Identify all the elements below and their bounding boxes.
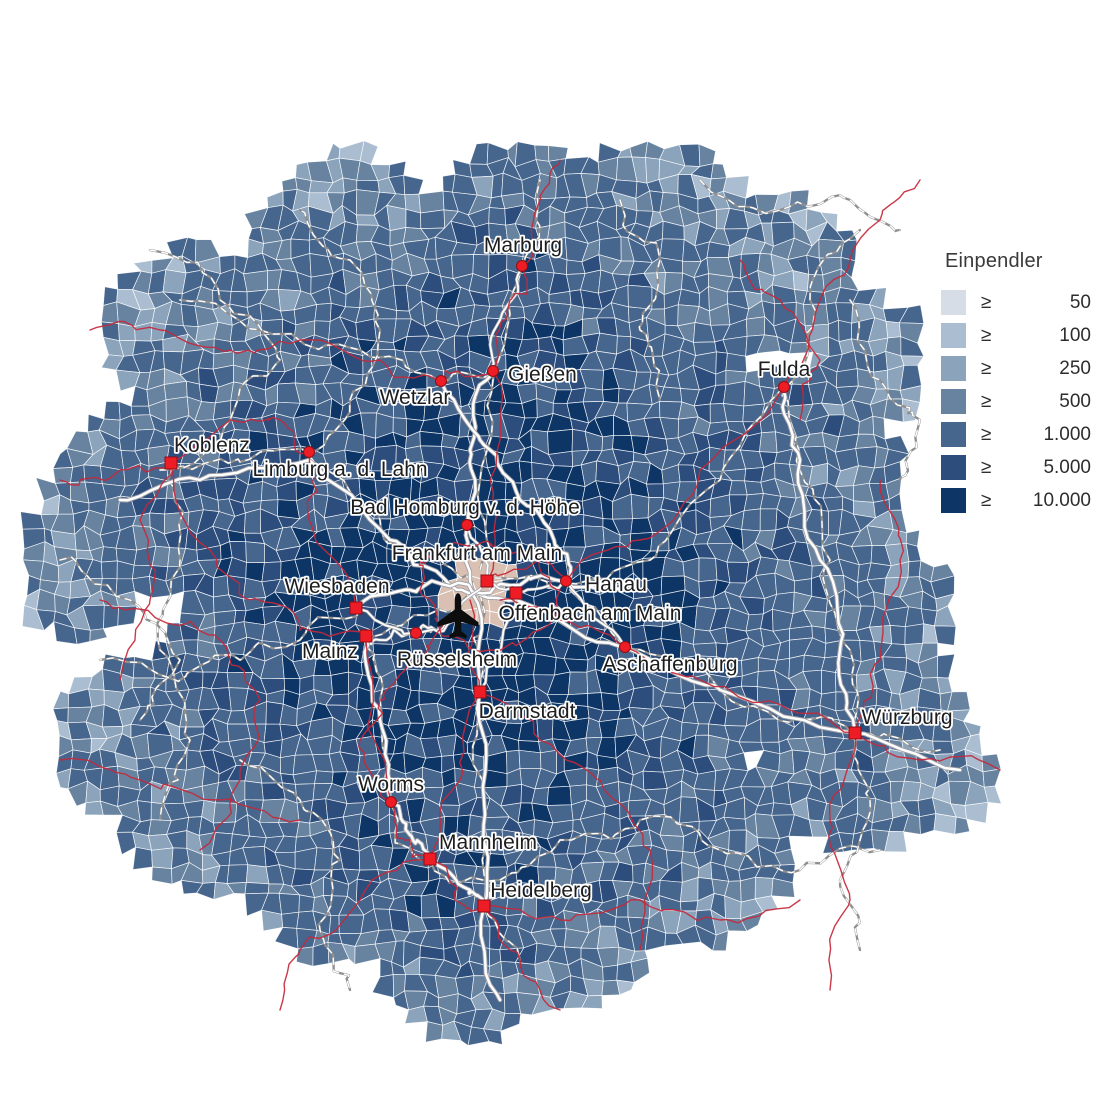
legend-swatch: [941, 488, 966, 513]
gte-symbol: ≥: [981, 390, 992, 412]
city-label: Darmstadt: [479, 700, 576, 723]
airplane-icon: [437, 593, 479, 639]
legend-swatch: [941, 389, 966, 414]
city-marker-circle: [303, 446, 315, 458]
city-label: Worms: [358, 773, 424, 796]
city-label: Rüsselsheim: [397, 648, 517, 671]
city-marker-circle: [778, 381, 790, 393]
legend-row: ≥10.000: [941, 488, 1091, 513]
legend-value: 5.000: [1043, 456, 1091, 478]
city-label: Heidelberg: [490, 879, 592, 902]
city-marker-square: [509, 586, 523, 600]
legend-value: 50: [1069, 291, 1091, 313]
city-marker-square: [848, 726, 862, 740]
city-markers: [164, 260, 862, 913]
city-label: Offenbach am Main: [499, 602, 682, 625]
city-marker-square: [164, 456, 178, 470]
city-marker-square: [423, 852, 437, 866]
municipality-choropleth: [20, 140, 1002, 1047]
legend-row: ≥1.000: [941, 422, 1091, 447]
legend-row: ≥100: [941, 323, 1091, 348]
legend-value: 100: [1059, 324, 1091, 346]
legend-row: ≥5.000: [941, 455, 1091, 480]
legend-title: Einpendler: [945, 250, 1043, 272]
legend-rows: ≥50 ≥100 ≥250 ≥500 ≥1.000 ≥5.000 ≥10.000: [941, 290, 1091, 513]
gte-symbol: ≥: [981, 357, 992, 379]
airplane-icon: [437, 593, 479, 639]
city-marker-circle: [435, 375, 447, 387]
city-label: Bad Homburg v. d. Höhe: [350, 496, 580, 519]
city-label: Fulda: [758, 358, 811, 381]
city-marker-circle: [385, 796, 397, 808]
city-marker-circle: [487, 365, 499, 377]
legend-value: 10.000: [1032, 489, 1091, 511]
city-label: Wetzlar: [380, 386, 451, 409]
city-label: Marburg: [484, 234, 562, 257]
gte-symbol: ≥: [981, 456, 992, 478]
road-lines: [59, 159, 1001, 1011]
legend-value: 500: [1059, 390, 1091, 412]
legend-row: ≥50: [941, 290, 1091, 315]
city-label: Wiesbaden: [284, 575, 389, 598]
city-label: Frankfurt am Main: [392, 542, 562, 565]
city-label: Koblenz: [174, 434, 250, 457]
city-marker-square: [359, 629, 373, 643]
legend-swatch: [941, 422, 966, 447]
gte-symbol: ≥: [981, 324, 992, 346]
city-marker-square: [480, 574, 494, 588]
city-label: Hanau: [585, 573, 647, 596]
legend-value: 250: [1059, 357, 1091, 379]
legend-swatch: [941, 323, 966, 348]
city-marker-square: [477, 899, 491, 913]
legend-row: ≥250: [941, 356, 1091, 381]
legend-row: ≥500: [941, 389, 1091, 414]
city-label: Mannheim: [439, 831, 537, 854]
city-label: Mainz: [302, 640, 358, 663]
legend-swatch: [941, 356, 966, 381]
city-label: Limburg a. d. Lahn: [252, 458, 427, 481]
legend-swatch: [941, 455, 966, 480]
highway-lines: [117, 265, 963, 1003]
city-label: Gießen: [508, 363, 577, 386]
city-label: Würzburg: [861, 706, 952, 729]
city-labels: Marburg Gießen Wetzlar Fulda KoblenzLimburg …: [172, 232, 954, 904]
gte-symbol: ≥: [981, 423, 992, 445]
legend-swatch: [941, 290, 966, 315]
legend: Einpendler ≥50 ≥100 ≥250 ≥500 ≥1.000 ≥5.000 ≥1…: [941, 250, 1091, 521]
city-marker-circle: [560, 575, 572, 587]
city-marker-square: [473, 685, 487, 699]
legend-value: 1.000: [1043, 423, 1091, 445]
city-marker-square: [349, 601, 363, 615]
gte-symbol: ≥: [981, 489, 992, 511]
city-label: Aschaffenburg: [602, 653, 737, 676]
city-marker-circle: [516, 260, 528, 272]
city-marker-circle: [619, 641, 631, 653]
city-marker-circle: [461, 519, 473, 531]
city-marker-circle: [410, 627, 422, 639]
gte-symbol: ≥: [981, 291, 992, 313]
